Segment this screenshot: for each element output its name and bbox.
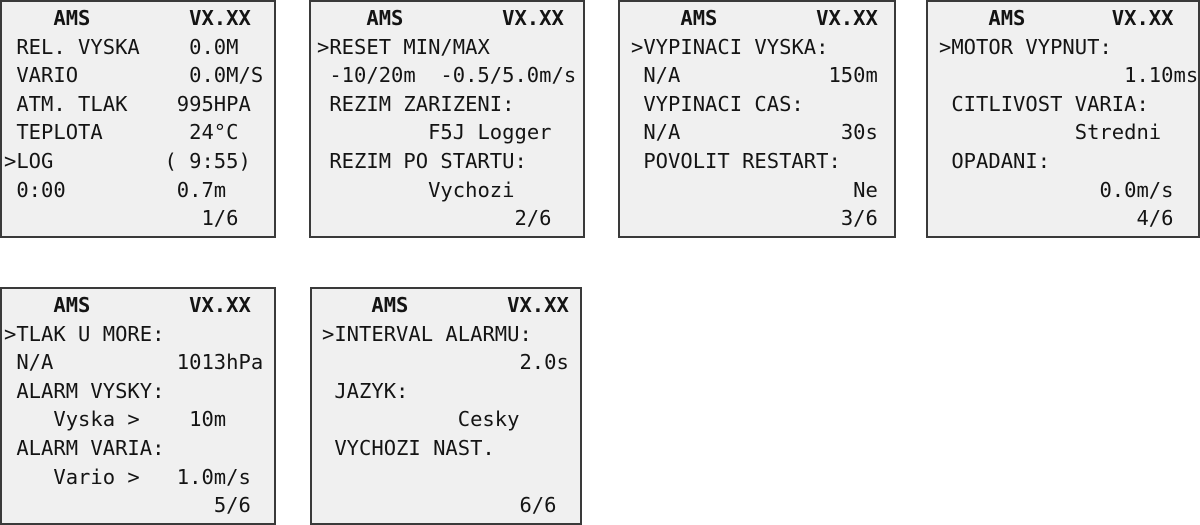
page-indicator: 5/6 xyxy=(213,493,251,517)
screen-1-main: AMS VX.XX REL. VYSKA 0.0M VARIO 0.0M/S A… xyxy=(0,0,276,238)
menu-label: REL. VYSKA xyxy=(16,35,140,59)
menu-value: 1.0m/s xyxy=(176,465,251,489)
menu-value: Vychozi xyxy=(428,178,515,202)
menu-item[interactable]: ALARM VARIA: xyxy=(16,436,165,460)
menu-value: 1.10ms xyxy=(1124,63,1199,87)
screen-version: VX.XX xyxy=(189,6,251,30)
menu-item-selected[interactable]: >RESET MIN/MAX xyxy=(317,35,490,59)
menu-value: 0.7m xyxy=(176,178,227,202)
page-indicator: 4/6 xyxy=(1136,206,1174,230)
screen-6: AMS VX.XX >INTERVAL ALARMU: 2.0s JAZYK: … xyxy=(310,287,582,525)
page-indicator: 6/6 xyxy=(519,493,557,517)
screen-title: AMS xyxy=(53,293,91,317)
menu-value: 2.0s xyxy=(519,350,569,374)
menu-item[interactable]: CITLIVOST VARIA: xyxy=(951,92,1149,116)
menu-value: N/A xyxy=(16,350,54,374)
menu-item-selected[interactable]: >TLAK U MORE: xyxy=(4,322,165,346)
menu-value: Cesky xyxy=(457,407,520,431)
menu-value: Ne xyxy=(853,178,878,202)
menu-item-selected[interactable]: >INTERVAL ALARMU: xyxy=(322,322,532,346)
menu-value: F5J Logger xyxy=(428,120,552,144)
screen-version: VX.XX xyxy=(189,293,251,317)
menu-label: Vyska > xyxy=(53,407,140,431)
menu-label: 0:00 xyxy=(16,178,66,202)
screen-4: AMS VX.XX >MOTOR VYPNUT: 1.10ms CITLIVOS… xyxy=(926,0,1200,238)
screen-version: VX.XX xyxy=(502,6,564,30)
menu-value: 0.0M/S xyxy=(189,63,264,87)
menu-item[interactable]: REZIM ZARIZENI: xyxy=(329,92,515,116)
screen-version: VX.XX xyxy=(507,293,569,317)
menu-item[interactable]: POVOLIT RESTART: xyxy=(643,149,841,173)
screen-5: AMS VX.XX >TLAK U MORE: N/A 1013hPa ALAR… xyxy=(0,287,276,525)
menu-value: 1013hPa xyxy=(176,350,264,374)
screen-title: AMS xyxy=(680,6,718,30)
menu-item[interactable]: JAZYK: xyxy=(334,379,409,403)
screen-version: VX.XX xyxy=(1111,6,1174,30)
menu-item-selected[interactable]: >LOG xyxy=(4,149,54,173)
menu-value: -0.5/5.0m/s xyxy=(440,63,577,87)
menu-item-selected[interactable]: >MOTOR VYPNUT: xyxy=(939,35,1112,59)
menu-label: Vario > xyxy=(53,465,140,489)
menu-value: 10m xyxy=(189,407,227,431)
screen-title: AMS xyxy=(371,293,409,317)
menu-value: 24°C xyxy=(189,120,239,144)
menu-value: Stredni xyxy=(1074,120,1162,144)
menu-item[interactable]: ALARM VYSKY: xyxy=(16,379,165,403)
screen-2: AMS VX.XX >RESET MIN/MAX -10/20m -0.5/5.… xyxy=(309,0,585,238)
menu-item[interactable]: VYCHOZI NAST. xyxy=(334,436,495,460)
menu-label: ATM. TLAK xyxy=(16,92,128,116)
menu-item[interactable]: VYPINACI CAS: xyxy=(643,92,804,116)
menu-value: N/A xyxy=(643,120,681,144)
menu-value: 995HPA xyxy=(176,92,251,116)
screen-3: AMS VX.XX >VYPINACI VYSKA: N/A 150m VYPI… xyxy=(618,0,896,238)
page-indicator: 2/6 xyxy=(514,206,552,230)
menu-label: VARIO xyxy=(16,63,79,87)
menu-item[interactable]: REZIM PO STARTU: xyxy=(329,149,527,173)
page-indicator: 1/6 xyxy=(201,206,239,230)
menu-item[interactable]: OPADANI: xyxy=(951,149,1051,173)
screen-title: AMS xyxy=(366,6,404,30)
menu-value: N/A xyxy=(643,63,681,87)
menu-value: 30s xyxy=(840,120,878,144)
screen-title: AMS xyxy=(53,6,91,30)
menu-item-selected[interactable]: >VYPINACI VYSKA: xyxy=(631,35,829,59)
screen-title: AMS xyxy=(988,6,1026,30)
screen-version: VX.XX xyxy=(816,6,878,30)
menu-value: 0.0M xyxy=(189,35,239,59)
menu-label: TEPLOTA xyxy=(16,120,103,144)
page-indicator: 3/6 xyxy=(840,206,878,230)
menu-value: ( 9:55) xyxy=(164,149,251,173)
menu-value: -10/20m xyxy=(329,63,416,87)
menu-value: 0.0m/s xyxy=(1099,178,1174,202)
menu-value: 150m xyxy=(828,63,878,87)
